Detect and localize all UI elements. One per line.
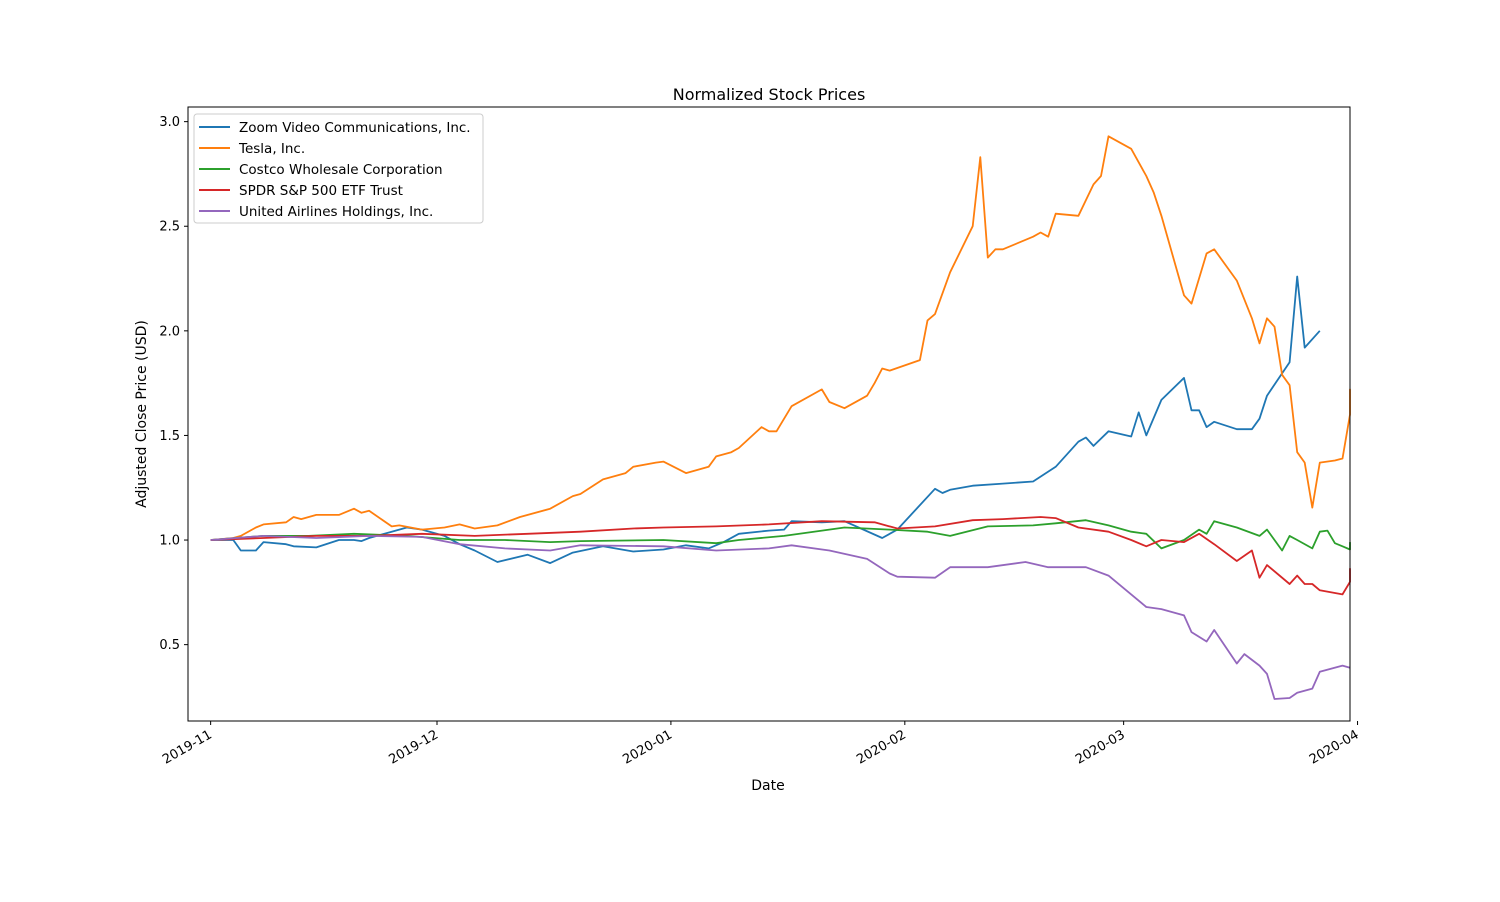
y-tick-label: 1.5 [159,429,180,444]
y-axis-label: Adjusted Close Price (USD) [134,320,150,508]
series-line-4 [210,535,1351,700]
series-line-0 [210,275,1321,564]
plot-area [210,135,1351,700]
series-line-1 [210,135,1351,541]
legend-label: SPDR S&P 500 ETF Trust [239,183,403,199]
y-tick-label: 2.0 [159,324,180,339]
legend-label: United Airlines Holdings, Inc. [239,204,433,220]
series-line-3 [210,516,1351,596]
series-line-2 [210,519,1351,552]
y-tick-label: 2.5 [159,220,180,235]
legend-label: Costco Wholesale Corporation [239,162,443,178]
x-tick-label: 2020-01 [620,727,675,767]
x-axis-label: Date [751,778,784,794]
x-tick-label: 2019-12 [386,727,441,767]
legend-box [193,113,484,224]
x-tick-label: 2019-11 [160,727,215,767]
legend-label: Zoom Video Communications, Inc. [239,120,471,136]
x-tick-label: 2020-03 [1073,727,1128,767]
plot-frame [187,106,1351,722]
y-tick-label: 0.5 [159,638,180,653]
chart-title: Normalized Stock Prices [673,85,866,104]
y-axis: 0.5 1.0 1.5 2.0 2.5 3.0 [159,115,188,653]
legend-label: Tesla, Inc. [238,141,305,157]
y-tick-label: 3.0 [159,115,180,130]
legend: Zoom Video Communications, Inc. Tesla, In… [193,113,484,224]
x-axis: 2019-11 2019-12 2020-01 2020-02 2020-03 2020-… [160,721,1362,768]
x-tick-label: 2020-02 [854,727,909,767]
y-tick-label: 1.0 [159,534,180,549]
x-tick-label: 2020-04 [1307,727,1362,767]
